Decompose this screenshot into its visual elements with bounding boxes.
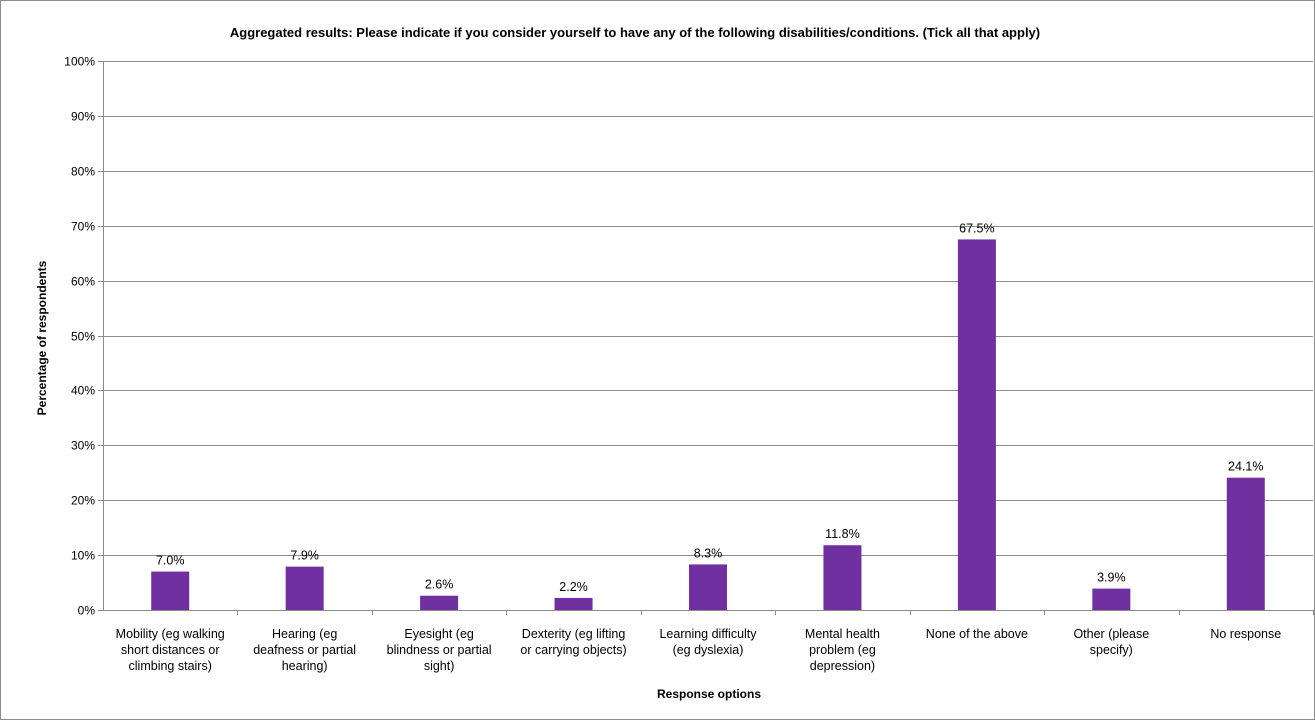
x-category-label: Mobility (eg walking short distances or cl… (116, 627, 225, 673)
y-axis-title: Percentage of respondents (35, 260, 49, 415)
bar (957, 239, 996, 611)
y-tick-label: 100% (64, 55, 95, 69)
y-tick-label: 0% (78, 604, 96, 618)
x-category-label: None of the above (926, 627, 1028, 641)
bar (151, 571, 190, 610)
bar (1092, 588, 1131, 610)
bar (554, 597, 593, 610)
y-tick-label: 80% (71, 165, 95, 179)
data-labels: 7.0% 7.9% 2.6% 2.2% 8.3% 11.8% 67.5% 3.9% 24.1% (156, 221, 1264, 593)
data-label: 8.3% (694, 546, 723, 560)
bar (689, 564, 727, 610)
bar (285, 566, 324, 610)
x-category-label: Eyesight (eg blindness or partial sight) (387, 627, 492, 673)
data-label: 24.1% (1228, 460, 1263, 474)
bars (151, 239, 1265, 611)
y-tick-label: 40% (71, 384, 95, 398)
data-label: 67.5% (959, 221, 994, 235)
data-label: 2.2% (559, 580, 588, 594)
bar (823, 545, 862, 610)
axes (103, 61, 1313, 611)
y-tick-label: 10% (71, 549, 95, 563)
x-axis-categories: Mobility (eg walking short distances or cl… (116, 610, 1314, 673)
y-tick-label: 30% (71, 439, 95, 453)
x-category-label: Dexterity (eg lifting or carrying objects… (520, 627, 626, 657)
y-tick-label: 20% (71, 494, 95, 508)
x-category-label: No response (1210, 627, 1281, 641)
gridlines (103, 61, 1313, 556)
bar (420, 595, 459, 610)
x-axis-title: Response options (657, 687, 761, 701)
y-tick-label: 50% (71, 330, 95, 344)
data-label: 2.6% (425, 578, 454, 592)
data-label: 11.8% (825, 527, 860, 541)
y-tick-label: 70% (71, 220, 95, 234)
bar (1226, 477, 1265, 610)
y-axis-ticks: 0% 10% 20% 30% 40% 50% 60% 70% 80% 90% 100% (64, 55, 103, 618)
x-category-label: Mental health problem (eg depression) (805, 627, 880, 673)
y-tick-label: 90% (71, 110, 95, 124)
data-label: 3.9% (1097, 571, 1126, 585)
chart-title: Aggregated results: Please indicate if y… (230, 25, 1040, 40)
y-tick-label: 60% (71, 275, 95, 289)
data-label: 7.0% (156, 554, 185, 568)
x-category-label: Hearing (eg deafness or partial hearing) (253, 627, 356, 673)
x-category-label: Other (please specify) (1073, 627, 1149, 657)
x-category-label: Learning difficulty (eg dyslexia) (659, 627, 757, 657)
data-label: 7.9% (290, 549, 319, 563)
